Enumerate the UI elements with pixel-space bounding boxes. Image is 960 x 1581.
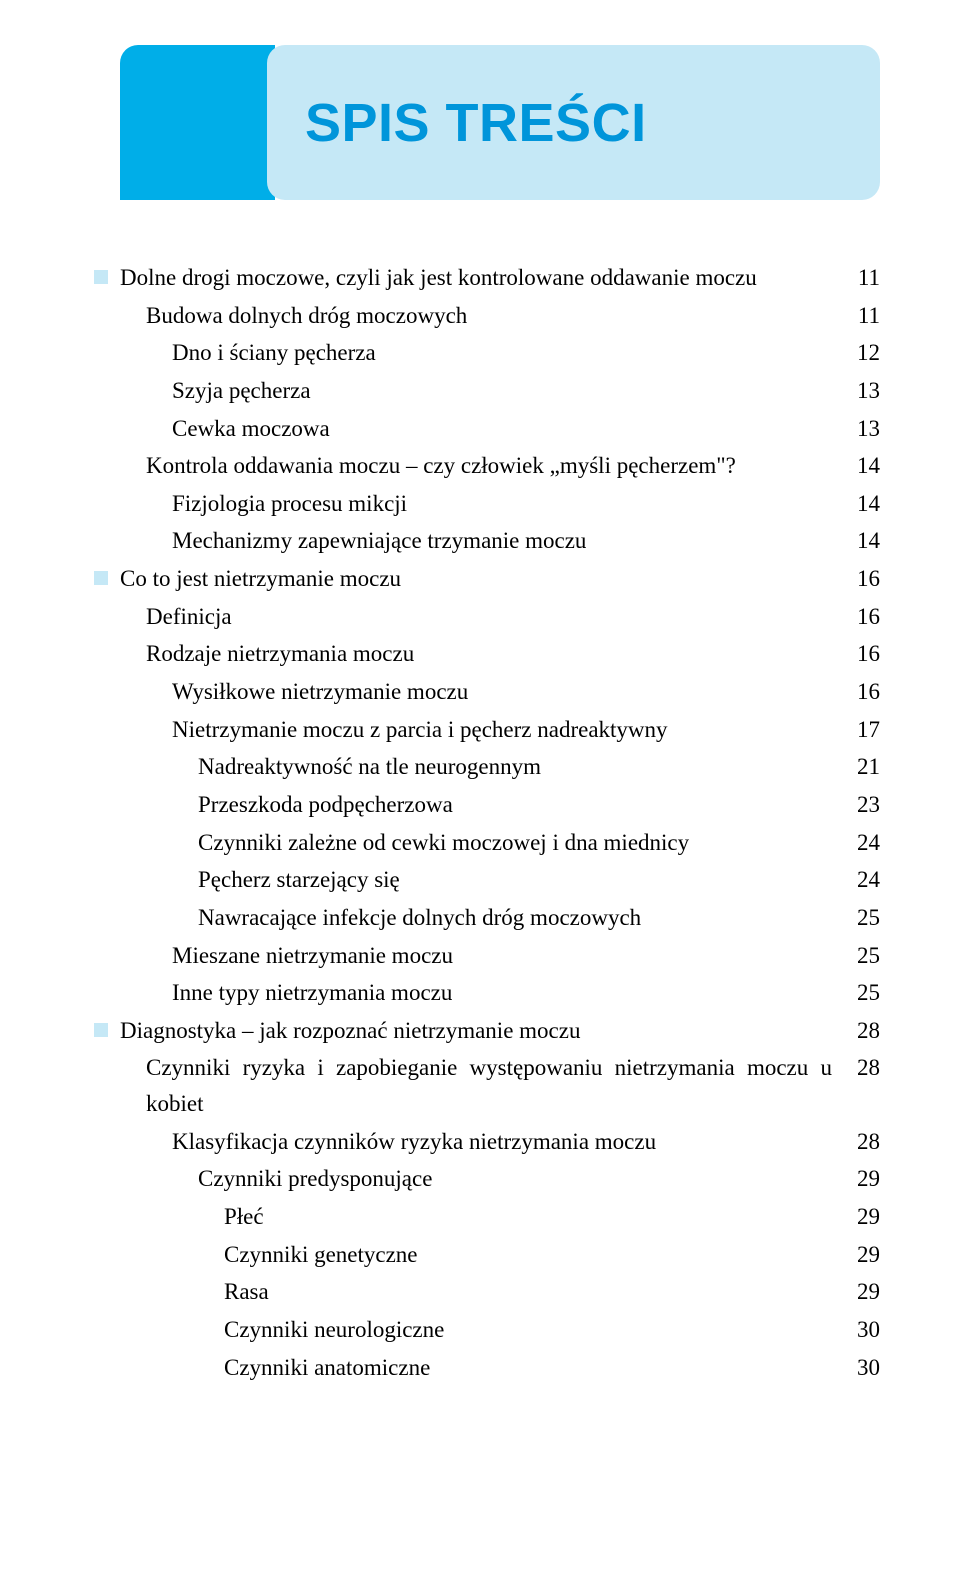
toc-page-number: 30: [832, 1312, 880, 1348]
toc-label: Dolne drogi moczowe, czyli jak jest kont…: [120, 260, 832, 296]
toc-line: Dolne drogi moczowe, czyli jak jest kont…: [120, 260, 880, 296]
toc-line: Wysiłkowe nietrzymanie moczu16: [120, 674, 880, 710]
toc-page-number: 28: [832, 1013, 880, 1049]
toc-page-number: 11: [832, 260, 880, 296]
toc-label: Rasa: [120, 1274, 832, 1310]
toc-page-number: 16: [832, 561, 880, 597]
toc-label: Przeszkoda podpęcherzowa: [120, 787, 832, 823]
toc-label: Diagnostyka – jak rozpoznać nietrzymanie…: [120, 1013, 832, 1049]
toc-line: Inne typy nietrzymania moczu25: [120, 975, 880, 1011]
toc-label: Wysiłkowe nietrzymanie moczu: [120, 674, 832, 710]
toc-line: Rasa29: [120, 1274, 880, 1310]
toc-page-number: 13: [832, 373, 880, 409]
toc-line: Nietrzymanie moczu z parcia i pęcherz na…: [120, 712, 880, 748]
toc-label: Czynniki zależne od cewki moczowej i dna…: [120, 825, 832, 861]
toc-label: Płeć: [120, 1199, 832, 1235]
toc-label: Szyja pęcherza: [120, 373, 832, 409]
toc-page-number: 14: [832, 523, 880, 559]
toc-label: Fizjologia procesu mikcji: [120, 486, 832, 522]
toc-page-number: 14: [832, 448, 880, 484]
toc-line: Cewka moczowa13: [120, 411, 880, 447]
toc-page-number: 29: [832, 1199, 880, 1235]
toc-line: Co to jest nietrzymanie moczu16: [120, 561, 880, 597]
toc-page-number: 24: [832, 825, 880, 861]
toc-line: Kontrola oddawania moczu – czy człowiek …: [120, 448, 880, 484]
toc-line: Nadreaktywność na tle neurogennym21: [120, 749, 880, 785]
toc-line: Czynniki neurologiczne30: [120, 1312, 880, 1348]
header-title-wrap: SPIS TREŚCI: [267, 45, 880, 200]
toc-page-number: 25: [832, 900, 880, 936]
toc-label: Cewka moczowa: [120, 411, 832, 447]
toc-line: Pęcherz starzejący się24: [120, 862, 880, 898]
toc-label: Budowa dolnych dróg moczowych: [120, 298, 832, 334]
toc-line: Czynniki predysponujące29: [120, 1161, 880, 1197]
toc-line: Czynniki ryzyka i zapobieganie występowa…: [120, 1050, 880, 1121]
toc-label: Klasyfikacja czynników ryzyka nietrzyman…: [120, 1124, 832, 1160]
toc-page-number: 16: [832, 599, 880, 635]
toc-page-number: 28: [832, 1124, 880, 1160]
toc-label: Czynniki anatomiczne: [120, 1350, 832, 1386]
toc-label: Kontrola oddawania moczu – czy człowiek …: [120, 448, 832, 484]
toc-page-number: 25: [832, 975, 880, 1011]
toc-line: Czynniki anatomiczne30: [120, 1350, 880, 1386]
toc-label: Inne typy nietrzymania moczu: [120, 975, 832, 1011]
toc-label: Czynniki predysponujące: [120, 1161, 832, 1197]
toc-label: Czynniki genetyczne: [120, 1237, 832, 1273]
toc-label: Czynniki neurologiczne: [120, 1312, 832, 1348]
bullet-icon: [94, 270, 108, 284]
toc-label: Czynniki ryzyka i zapobieganie występowa…: [120, 1050, 832, 1121]
toc-line: Definicja16: [120, 599, 880, 635]
toc-line: Czynniki genetyczne29: [120, 1237, 880, 1273]
toc-line: Czynniki zależne od cewki moczowej i dna…: [120, 825, 880, 861]
toc-line: Dno i ściany pęcherza12: [120, 335, 880, 371]
header-banner: SPIS TREŚCI: [120, 45, 880, 200]
toc-line: Płeć29: [120, 1199, 880, 1235]
toc-label: Pęcherz starzejący się: [120, 862, 832, 898]
bullet-icon: [94, 571, 108, 585]
toc-line: Rodzaje nietrzymania moczu16: [120, 636, 880, 672]
toc-page-number: 17: [832, 712, 880, 748]
toc-line: Klasyfikacja czynników ryzyka nietrzyman…: [120, 1124, 880, 1160]
toc-page-number: 13: [832, 411, 880, 447]
toc-label: Nawracające infekcje dolnych dróg moczow…: [120, 900, 832, 936]
toc-label: Nadreaktywność na tle neurogennym: [120, 749, 832, 785]
toc-page-number: 29: [832, 1237, 880, 1273]
toc-page-number: 30: [832, 1350, 880, 1386]
toc-page-number: 16: [832, 636, 880, 672]
bullet-icon: [94, 1023, 108, 1037]
table-of-contents: Dolne drogi moczowe, czyli jak jest kont…: [120, 260, 880, 1385]
toc-page-number: 23: [832, 787, 880, 823]
toc-label: Mechanizmy zapewniające trzymanie moczu: [120, 523, 832, 559]
toc-label: Rodzaje nietrzymania moczu: [120, 636, 832, 672]
toc-line: Diagnostyka – jak rozpoznać nietrzymanie…: [120, 1013, 880, 1049]
toc-page-number: 24: [832, 862, 880, 898]
toc-label: Nietrzymanie moczu z parcia i pęcherz na…: [120, 712, 832, 748]
toc-page-number: 29: [832, 1274, 880, 1310]
toc-page-number: 12: [832, 335, 880, 371]
toc-line: Mieszane nietrzymanie moczu25: [120, 938, 880, 974]
header-square: [120, 45, 275, 200]
toc-label: Mieszane nietrzymanie moczu: [120, 938, 832, 974]
toc-label: Definicja: [120, 599, 832, 635]
toc-line: Przeszkoda podpęcherzowa23: [120, 787, 880, 823]
toc-page-number: 21: [832, 749, 880, 785]
page-container: SPIS TREŚCI Dolne drogi moczowe, czyli j…: [0, 45, 960, 1385]
toc-line: Nawracające infekcje dolnych dróg moczow…: [120, 900, 880, 936]
toc-page-number: 16: [832, 674, 880, 710]
toc-line: Szyja pęcherza13: [120, 373, 880, 409]
toc-line: Fizjologia procesu mikcji14: [120, 486, 880, 522]
toc-line: Mechanizmy zapewniające trzymanie moczu1…: [120, 523, 880, 559]
toc-page-number: 28: [832, 1050, 880, 1086]
page-title: SPIS TREŚCI: [305, 92, 647, 154]
toc-page-number: 25: [832, 938, 880, 974]
toc-page-number: 14: [832, 486, 880, 522]
toc-label: Co to jest nietrzymanie moczu: [120, 561, 832, 597]
toc-line: Budowa dolnych dróg moczowych11: [120, 298, 880, 334]
toc-label: Dno i ściany pęcherza: [120, 335, 832, 371]
toc-page-number: 29: [832, 1161, 880, 1197]
toc-page-number: 11: [832, 298, 880, 334]
